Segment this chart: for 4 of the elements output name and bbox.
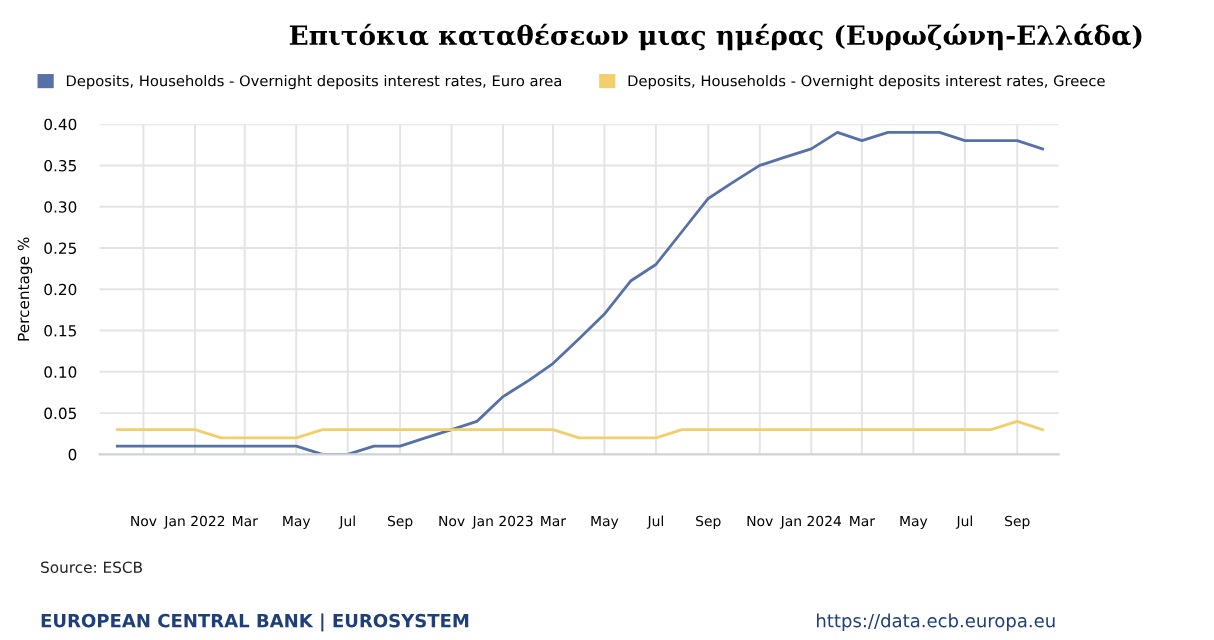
- line-series: [115, 131, 1044, 455]
- text: EUROPEAN CENTRAL BANK | EUROSYSTEM: [41, 613, 469, 632]
- text: https://data.ecb.europa.eu: [817, 613, 1055, 631]
- chart-title: Επιτόκια καταθέσεων μιας ημέρας (Ευρωζώνη-Ελλάδα): [289, 23, 1142, 51]
